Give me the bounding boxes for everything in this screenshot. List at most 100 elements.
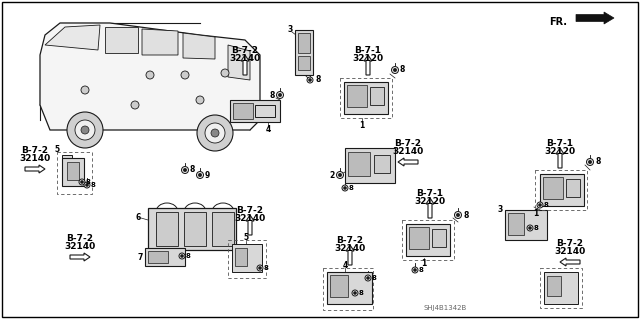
FancyArrow shape [576, 12, 614, 24]
Circle shape [337, 172, 344, 179]
Bar [148, 251, 168, 263]
Text: 32140: 32140 [65, 242, 95, 251]
Text: 3: 3 [287, 26, 292, 34]
Circle shape [81, 126, 89, 134]
Circle shape [180, 255, 183, 257]
FancyArrow shape [426, 198, 434, 218]
Circle shape [278, 93, 282, 97]
Bar [406, 224, 450, 256]
Text: 32140: 32140 [392, 147, 424, 156]
Circle shape [196, 172, 204, 179]
Text: 1: 1 [533, 210, 539, 219]
Bar [212, 212, 234, 246]
Bar [432, 229, 446, 247]
Bar [505, 210, 547, 240]
Bar [340, 78, 392, 118]
Bar [544, 272, 578, 304]
Circle shape [221, 69, 229, 77]
Circle shape [75, 120, 95, 140]
Circle shape [131, 101, 139, 109]
Bar [298, 56, 310, 70]
Circle shape [412, 267, 418, 273]
Bar [330, 275, 348, 297]
Circle shape [537, 202, 543, 208]
Text: 32140: 32140 [334, 244, 365, 253]
Bar [543, 177, 563, 199]
Text: 5: 5 [243, 234, 248, 242]
Text: 8: 8 [190, 166, 195, 174]
Text: 32120: 32120 [353, 54, 383, 63]
Bar [67, 162, 79, 180]
Text: 8: 8 [269, 91, 275, 100]
Circle shape [81, 181, 83, 183]
Bar [57, 152, 92, 194]
Text: 8: 8 [544, 202, 549, 208]
Circle shape [196, 96, 204, 104]
Bar [409, 227, 429, 249]
Text: 8: 8 [419, 267, 424, 273]
Text: 8: 8 [359, 290, 364, 296]
Text: 1: 1 [421, 259, 427, 269]
Text: 8: 8 [91, 182, 96, 188]
Circle shape [276, 92, 284, 99]
Bar [230, 100, 280, 122]
Text: B-7-1: B-7-1 [417, 189, 444, 198]
Polygon shape [45, 25, 100, 50]
Circle shape [367, 277, 369, 279]
Circle shape [146, 71, 154, 79]
Circle shape [307, 77, 313, 83]
Text: B-7-1: B-7-1 [355, 46, 381, 55]
Bar [327, 272, 372, 304]
Text: 5: 5 [54, 145, 60, 154]
Text: 2: 2 [330, 170, 335, 180]
Circle shape [344, 187, 346, 189]
Text: SHJ4B1342B: SHJ4B1342B [424, 305, 467, 311]
Bar [323, 268, 373, 310]
Circle shape [79, 179, 85, 185]
Text: B-7-2: B-7-2 [67, 234, 93, 243]
Circle shape [179, 253, 185, 259]
Bar [370, 87, 384, 105]
Polygon shape [228, 45, 250, 80]
Text: 8: 8 [534, 225, 539, 231]
Circle shape [257, 265, 263, 271]
Bar [344, 82, 388, 114]
Circle shape [454, 211, 461, 219]
Text: 8: 8 [264, 265, 269, 271]
FancyArrow shape [364, 55, 372, 75]
Text: 4: 4 [266, 125, 271, 135]
FancyArrow shape [560, 258, 580, 266]
Circle shape [339, 174, 342, 177]
Circle shape [456, 213, 460, 217]
Polygon shape [183, 33, 215, 59]
Text: 8: 8 [372, 275, 377, 281]
Text: B-7-2: B-7-2 [337, 236, 364, 245]
Text: 32140: 32140 [234, 214, 266, 223]
Circle shape [184, 168, 187, 172]
Text: 8: 8 [315, 76, 321, 85]
Bar [145, 248, 185, 266]
Bar [235, 248, 247, 266]
Text: 32120: 32120 [545, 147, 575, 156]
Bar [184, 212, 206, 246]
Text: 7: 7 [138, 254, 143, 263]
Circle shape [182, 167, 189, 174]
Bar [228, 240, 266, 278]
Text: B-7-2: B-7-2 [232, 46, 259, 55]
Bar [62, 158, 84, 186]
Bar [62, 155, 72, 175]
Bar [348, 152, 370, 176]
Circle shape [259, 267, 261, 269]
FancyArrow shape [346, 245, 354, 265]
Text: 3: 3 [497, 205, 502, 214]
Text: 8: 8 [400, 65, 405, 75]
Bar [347, 85, 367, 107]
Text: 1: 1 [360, 122, 365, 130]
Circle shape [81, 86, 89, 94]
Circle shape [352, 290, 358, 296]
Circle shape [529, 227, 531, 229]
Bar [232, 244, 262, 272]
Bar [402, 220, 454, 260]
Bar [233, 103, 253, 119]
Circle shape [84, 182, 90, 188]
